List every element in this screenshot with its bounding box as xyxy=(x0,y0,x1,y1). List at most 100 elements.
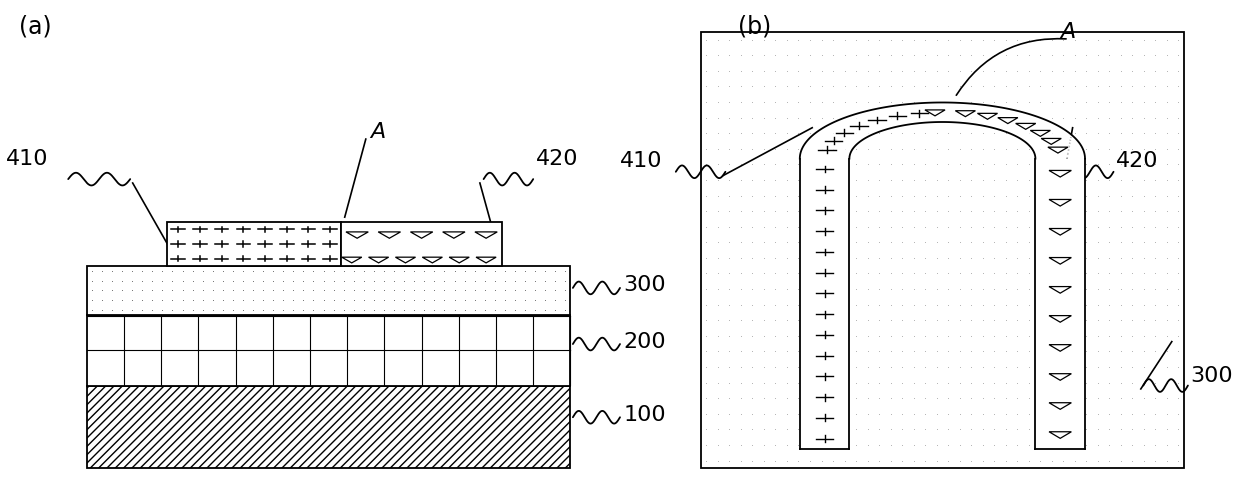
Polygon shape xyxy=(998,114,1032,130)
Polygon shape xyxy=(1035,157,1085,159)
Polygon shape xyxy=(1035,154,1085,157)
Polygon shape xyxy=(1013,122,1053,135)
Polygon shape xyxy=(1033,145,1081,151)
Polygon shape xyxy=(1035,156,1085,158)
Polygon shape xyxy=(800,156,849,158)
Text: 420: 420 xyxy=(536,149,578,168)
Polygon shape xyxy=(839,119,877,133)
Polygon shape xyxy=(1032,142,1080,149)
Text: 300: 300 xyxy=(1190,366,1233,386)
Polygon shape xyxy=(1035,153,1085,156)
Text: 300: 300 xyxy=(624,276,666,295)
Polygon shape xyxy=(1014,123,1055,136)
Polygon shape xyxy=(1002,116,1037,131)
Bar xyxy=(87,266,570,315)
Polygon shape xyxy=(1034,150,1084,154)
Polygon shape xyxy=(897,105,915,124)
Polygon shape xyxy=(806,141,854,148)
Bar xyxy=(167,222,341,266)
Polygon shape xyxy=(866,110,894,128)
Polygon shape xyxy=(848,116,883,131)
Polygon shape xyxy=(804,144,853,150)
Text: 410: 410 xyxy=(620,151,662,171)
Polygon shape xyxy=(1034,151,1084,155)
Polygon shape xyxy=(906,104,921,123)
Bar xyxy=(701,32,1184,468)
Polygon shape xyxy=(1016,124,1058,137)
Text: 200: 200 xyxy=(624,332,666,351)
Polygon shape xyxy=(842,118,879,133)
Polygon shape xyxy=(900,104,916,123)
Polygon shape xyxy=(817,130,862,141)
Polygon shape xyxy=(944,102,949,122)
Polygon shape xyxy=(936,102,941,122)
Text: 410: 410 xyxy=(6,149,48,168)
Polygon shape xyxy=(946,102,952,122)
Polygon shape xyxy=(807,140,854,147)
Polygon shape xyxy=(986,109,1013,127)
Text: 420: 420 xyxy=(1116,151,1158,171)
Polygon shape xyxy=(804,145,852,151)
Polygon shape xyxy=(893,105,913,124)
Polygon shape xyxy=(914,103,926,122)
Polygon shape xyxy=(925,102,934,122)
Polygon shape xyxy=(857,113,888,129)
Polygon shape xyxy=(970,105,988,124)
Polygon shape xyxy=(1001,115,1034,131)
Polygon shape xyxy=(929,102,936,122)
Polygon shape xyxy=(800,154,849,157)
Polygon shape xyxy=(879,108,903,126)
Text: (b): (b) xyxy=(738,15,771,39)
Polygon shape xyxy=(977,106,999,125)
Polygon shape xyxy=(882,107,905,125)
Polygon shape xyxy=(1011,121,1050,135)
Polygon shape xyxy=(1034,148,1084,153)
Polygon shape xyxy=(963,104,978,123)
Polygon shape xyxy=(823,126,866,139)
Polygon shape xyxy=(1024,132,1069,142)
Bar xyxy=(341,222,502,266)
Polygon shape xyxy=(910,103,924,123)
Polygon shape xyxy=(801,151,851,155)
Polygon shape xyxy=(801,150,851,154)
Polygon shape xyxy=(983,108,1009,126)
Polygon shape xyxy=(988,110,1016,127)
Polygon shape xyxy=(982,108,1006,126)
Polygon shape xyxy=(991,110,1019,128)
Polygon shape xyxy=(859,112,890,129)
Text: 100: 100 xyxy=(624,405,666,425)
Polygon shape xyxy=(997,113,1028,129)
Polygon shape xyxy=(1030,141,1079,148)
Polygon shape xyxy=(1027,136,1074,144)
Polygon shape xyxy=(1033,147,1083,152)
Polygon shape xyxy=(816,132,861,142)
Bar xyxy=(800,159,849,449)
Polygon shape xyxy=(932,102,939,122)
Polygon shape xyxy=(832,122,872,135)
Polygon shape xyxy=(904,104,919,123)
Polygon shape xyxy=(959,103,971,122)
Polygon shape xyxy=(1019,126,1061,139)
Polygon shape xyxy=(994,112,1025,129)
Polygon shape xyxy=(980,107,1003,125)
Polygon shape xyxy=(961,103,975,123)
Polygon shape xyxy=(1006,118,1043,133)
Polygon shape xyxy=(1023,130,1068,141)
Polygon shape xyxy=(869,110,897,127)
Polygon shape xyxy=(1032,144,1081,150)
Polygon shape xyxy=(1030,140,1078,147)
Polygon shape xyxy=(811,136,858,144)
Text: (a): (a) xyxy=(19,15,51,39)
Polygon shape xyxy=(820,129,863,140)
Polygon shape xyxy=(949,102,956,122)
Polygon shape xyxy=(968,104,985,123)
Polygon shape xyxy=(975,106,996,124)
Polygon shape xyxy=(800,157,849,159)
Polygon shape xyxy=(863,111,893,128)
Bar xyxy=(87,315,570,386)
Polygon shape xyxy=(921,103,931,122)
Polygon shape xyxy=(940,102,945,122)
Polygon shape xyxy=(826,125,868,138)
Polygon shape xyxy=(837,120,875,134)
Polygon shape xyxy=(827,124,869,137)
